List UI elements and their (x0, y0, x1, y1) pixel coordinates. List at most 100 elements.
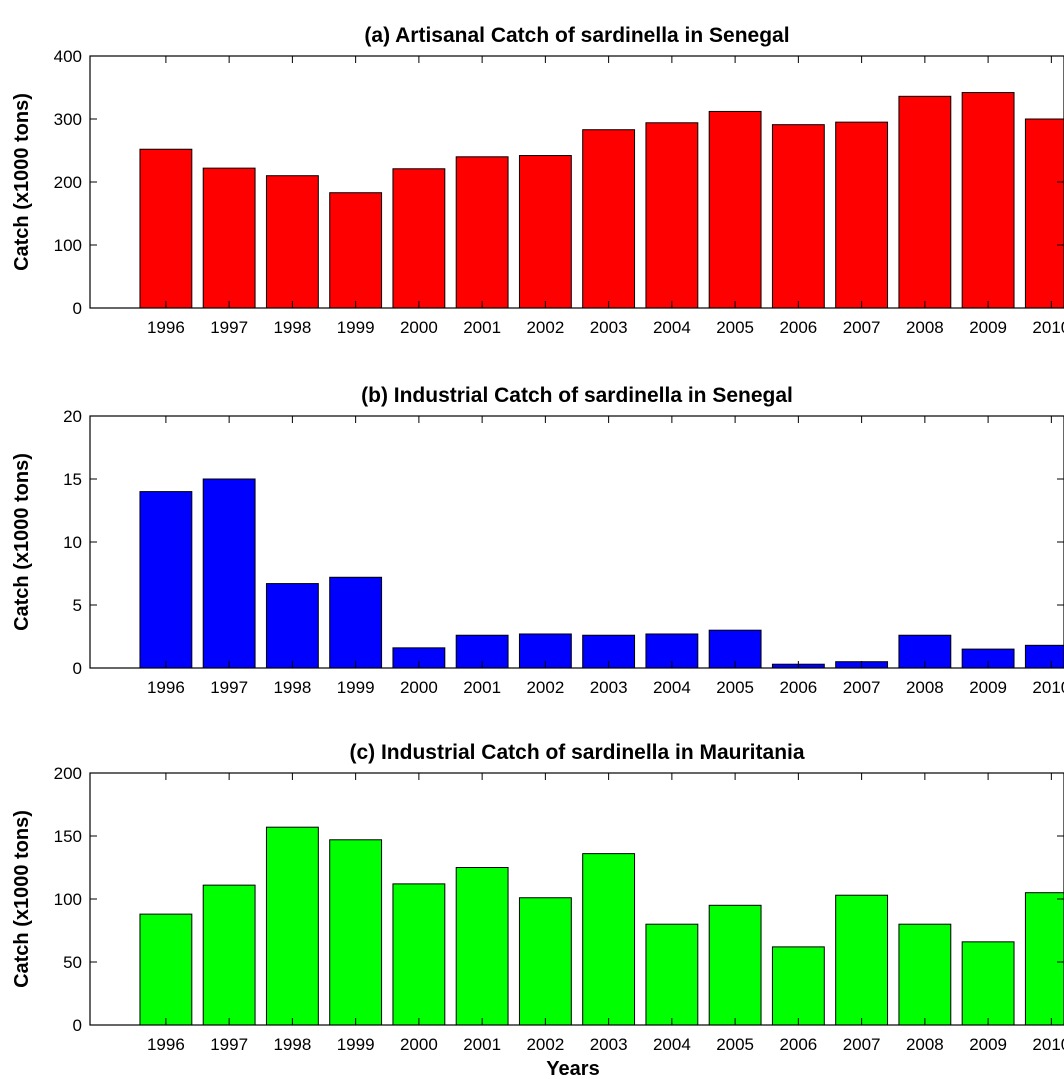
y-tick-label: 200 (54, 764, 82, 783)
bar-2005 (708, 904, 762, 1026)
x-tick-label: 2005 (716, 318, 754, 337)
x-axis-label: Years (546, 1058, 599, 1079)
x-tick-label: 2004 (653, 318, 691, 337)
x-tick-label: 2008 (906, 678, 944, 697)
chart-panel-2: (b) Industrial Catch of sardinella in Se… (11, 384, 1064, 697)
bar-2007 (835, 121, 889, 309)
x-tick-label: 2000 (400, 678, 438, 697)
y-tick-label: 0 (73, 1016, 82, 1035)
chart-title: (b) Industrial Catch of sardinella in Se… (361, 384, 793, 407)
x-tick-label: 2001 (463, 678, 501, 697)
y-axis-label: Catch (x1000 tons) (11, 810, 33, 988)
x-tick-label: 1998 (273, 1035, 311, 1054)
bar-1999 (329, 192, 383, 309)
x-tick-label: 2007 (843, 1035, 881, 1054)
x-tick-label: 2002 (526, 318, 564, 337)
y-tick-label: 150 (54, 827, 82, 846)
x-tick-label: 1999 (337, 678, 375, 697)
bar-1998 (265, 175, 319, 309)
bar-2010 (1024, 644, 1064, 669)
x-tick-label: 2007 (843, 678, 881, 697)
bar-2010 (1024, 892, 1064, 1026)
chart-panel-3: (c) Industrial Catch of sardinella in Ma… (11, 741, 1064, 1079)
x-tick-label: 1999 (337, 1035, 375, 1054)
bar-1998 (265, 583, 319, 669)
bar-2007 (835, 894, 889, 1026)
x-tick-label: 2004 (653, 1035, 691, 1054)
x-tick-label: 2006 (779, 318, 817, 337)
chart-title: (c) Industrial Catch of sardinella in Ma… (349, 741, 804, 764)
bar-2009 (961, 92, 1015, 309)
x-tick-label: 1996 (147, 318, 185, 337)
bar-2000 (392, 883, 446, 1026)
bar-2001 (455, 867, 509, 1026)
y-axis-label: Catch (x1000 tons) (11, 93, 33, 271)
bar-2008 (898, 95, 952, 309)
bar-2002 (518, 155, 572, 309)
x-tick-label: 1999 (337, 318, 375, 337)
x-tick-label: 2007 (843, 318, 881, 337)
x-tick-label: 2001 (463, 318, 501, 337)
y-tick-label: 100 (54, 890, 82, 909)
bar-1998 (265, 826, 319, 1026)
x-tick-label: 2003 (590, 678, 628, 697)
x-tick-label: 2000 (400, 318, 438, 337)
bar-2010 (1024, 118, 1064, 309)
bar-1997 (202, 167, 256, 309)
x-tick-label: 2005 (716, 678, 754, 697)
chart-panel-1: (a) Artisanal Catch of sardinella in Sen… (11, 24, 1064, 337)
x-tick-label: 1998 (273, 318, 311, 337)
y-tick-label: 10 (63, 533, 82, 552)
x-tick-label: 2009 (969, 1035, 1007, 1054)
bar-2000 (392, 168, 446, 309)
y-tick-label: 400 (54, 47, 82, 66)
x-tick-label: 1997 (210, 1035, 248, 1054)
x-tick-label: 1996 (147, 678, 185, 697)
bar-2003 (582, 129, 636, 309)
chart-title: (a) Artisanal Catch of sardinella in Sen… (364, 24, 789, 47)
x-tick-label: 2008 (906, 1035, 944, 1054)
bar-2005 (708, 110, 762, 309)
y-tick-label: 20 (63, 407, 82, 426)
bar-2001 (455, 156, 509, 309)
y-tick-label: 0 (73, 659, 82, 678)
y-tick-label: 5 (73, 596, 82, 615)
bar-1999 (329, 839, 383, 1026)
bar-1999 (329, 576, 383, 669)
bar-1997 (202, 478, 256, 669)
bar-2003 (582, 853, 636, 1026)
x-tick-label: 2002 (526, 1035, 564, 1054)
y-axis-label: Catch (x1000 tons) (11, 453, 33, 631)
bar-1996 (139, 491, 193, 669)
x-tick-label: 2003 (590, 1035, 628, 1054)
x-tick-label: 1996 (147, 1035, 185, 1054)
bar-1997 (202, 884, 256, 1026)
x-tick-label: 2006 (779, 678, 817, 697)
x-tick-label: 2009 (969, 318, 1007, 337)
bar-2006 (771, 946, 825, 1026)
bar-1996 (139, 913, 193, 1026)
x-tick-label: 2003 (590, 318, 628, 337)
bar-1996 (139, 148, 193, 309)
x-tick-label: 1997 (210, 318, 248, 337)
x-tick-label: 1997 (210, 678, 248, 697)
y-tick-label: 0 (73, 299, 82, 318)
y-tick-label: 200 (54, 173, 82, 192)
y-tick-label: 15 (63, 470, 82, 489)
x-tick-label: 2004 (653, 678, 691, 697)
y-tick-label: 100 (54, 236, 82, 255)
bar-2004 (645, 122, 699, 309)
x-tick-label: 2000 (400, 1035, 438, 1054)
x-tick-label: 2002 (526, 678, 564, 697)
x-tick-label: 2008 (906, 318, 944, 337)
y-tick-label: 50 (63, 953, 82, 972)
bar-2004 (645, 923, 699, 1026)
x-tick-label: 2001 (463, 1035, 501, 1054)
bar-2006 (771, 124, 825, 309)
x-tick-label: 2009 (969, 678, 1007, 697)
bar-2002 (518, 897, 572, 1026)
